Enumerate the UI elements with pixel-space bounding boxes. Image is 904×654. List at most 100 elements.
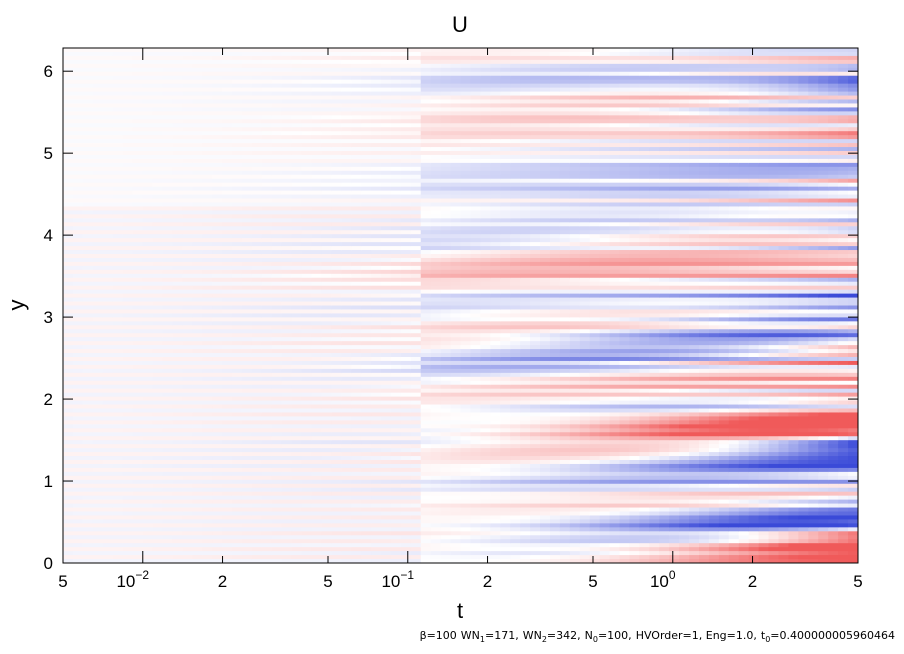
heatmap-cell (430, 131, 442, 136)
heatmap-cell (212, 151, 223, 156)
heatmap-cell (231, 416, 243, 421)
heatmap-cell (132, 218, 144, 223)
heatmap-cell (112, 317, 124, 322)
heatmap-cell (400, 194, 412, 200)
heatmap-cell (162, 154, 173, 160)
heatmap-cell (361, 186, 372, 192)
heatmap-cell (400, 214, 412, 219)
heatmap-cell (82, 51, 94, 57)
heatmap-cell (122, 444, 134, 449)
heatmap-cell (311, 151, 322, 156)
heatmap-cell (351, 420, 362, 425)
heatmap-cell (102, 507, 114, 513)
heatmap-cell (291, 487, 303, 493)
heatmap-cell (251, 246, 263, 251)
heatmap-cell (63, 293, 74, 299)
heatmap-cell (390, 368, 402, 374)
heatmap-cell (122, 194, 134, 200)
heatmap-cell (291, 380, 303, 386)
heatmap-cell (82, 154, 94, 160)
heatmap-cell (281, 483, 293, 489)
heatmap-cell (331, 388, 342, 394)
heatmap-cell (102, 131, 114, 136)
heatmap-cell (271, 154, 283, 160)
heatmap-cell (371, 107, 382, 112)
heatmap-cell (251, 91, 263, 97)
heatmap-cell (321, 83, 332, 89)
heatmap-cell (301, 234, 313, 239)
heatmap-cell (72, 297, 84, 303)
heatmap-cell (291, 424, 303, 429)
heatmap-cell (241, 305, 253, 311)
heatmap-cell (192, 59, 203, 65)
heatmap-cell (112, 186, 124, 192)
heatmap-cell (172, 198, 183, 204)
heatmap-cell (212, 388, 223, 394)
heatmap-cell (112, 162, 124, 168)
heatmap-cell (231, 166, 243, 172)
heatmap-cell (222, 99, 233, 105)
heatmap-cell (231, 297, 243, 303)
heatmap-cell (251, 198, 263, 204)
heatmap-cell (271, 471, 283, 477)
heatmap-cell (400, 51, 412, 57)
heatmap-cell (331, 246, 342, 251)
heatmap-cell (440, 186, 452, 192)
heatmap-cell (321, 483, 332, 489)
heatmap-cell (351, 440, 362, 445)
heatmap-cell (440, 174, 452, 180)
heatmap-cell (291, 547, 303, 552)
heatmap-cell (202, 531, 213, 536)
heatmap-cell (281, 531, 293, 536)
heatmap-cell (241, 357, 253, 362)
heatmap-cell (222, 103, 233, 109)
heatmap-cell (82, 444, 94, 449)
heatmap-cell (311, 515, 322, 521)
heatmap-cell (381, 400, 392, 406)
heatmap-cell (182, 242, 193, 247)
heatmap-cell (281, 448, 293, 453)
heatmap-cell (162, 273, 173, 279)
heatmap-cell (162, 547, 173, 552)
heatmap-cell (222, 281, 233, 287)
heatmap-cell (301, 135, 313, 140)
heatmap-cell (311, 325, 322, 330)
heatmap-cell (72, 238, 84, 243)
heatmap-cell (202, 190, 213, 196)
heatmap-cell (331, 353, 342, 358)
heatmap-cell (152, 162, 163, 168)
heatmap-cell (152, 507, 163, 513)
heatmap-cell (152, 523, 163, 528)
heatmap-cell (341, 467, 352, 473)
heatmap-cell (63, 408, 74, 414)
heatmap-cell (112, 337, 124, 342)
heatmap-cell (182, 491, 193, 497)
heatmap-cell (261, 551, 273, 556)
heatmap-cell (331, 527, 342, 532)
heatmap-cell (281, 349, 293, 354)
heatmap-cell (331, 273, 342, 279)
heatmap-cell (172, 313, 183, 318)
heatmap-cell (301, 460, 313, 465)
heatmap-cell (261, 143, 273, 148)
heatmap-cell (341, 115, 352, 120)
heatmap-cell (321, 226, 332, 231)
heatmap-cell (192, 75, 203, 81)
heatmap-cell (420, 257, 432, 263)
heatmap-cell (152, 372, 163, 378)
heatmap-cell (212, 317, 223, 322)
heatmap-cell (112, 535, 124, 540)
heatmap-cell (152, 158, 163, 164)
heatmap-cell (321, 48, 332, 53)
heatmap-cell (371, 230, 382, 235)
heatmap-cell (430, 523, 442, 528)
heatmap-cell (390, 380, 402, 386)
heatmap-cell (152, 511, 163, 517)
heatmap-cell (410, 467, 422, 473)
heatmap-cell (390, 250, 402, 255)
heatmap-cell (281, 329, 293, 334)
heatmap-cell (301, 158, 313, 164)
heatmap-cell (420, 353, 432, 358)
heatmap-cell (132, 460, 144, 465)
heatmap-cell (162, 143, 173, 148)
